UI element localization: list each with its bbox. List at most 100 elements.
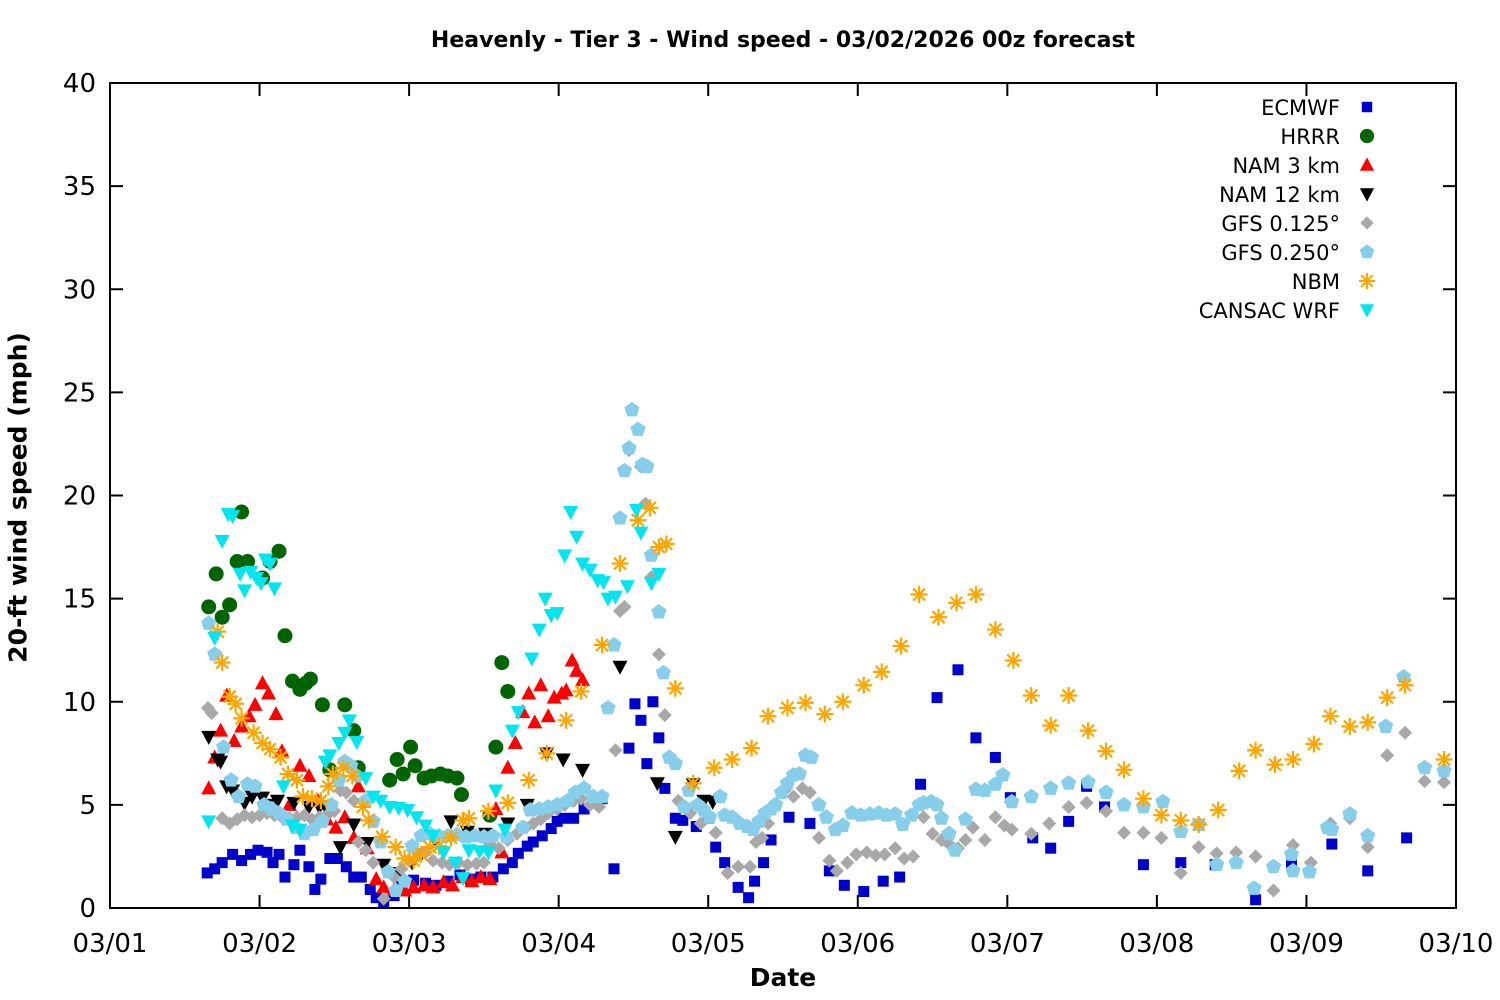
- data-point: [223, 772, 239, 787]
- data-point: [1116, 796, 1132, 812]
- data-point: [667, 830, 683, 845]
- data-point: [651, 604, 667, 619]
- data-point: [1360, 274, 1374, 288]
- data-point: [798, 695, 813, 710]
- data-point: [868, 848, 883, 863]
- data-point: [510, 706, 526, 721]
- data-point: [630, 421, 646, 436]
- data-point: [366, 855, 381, 870]
- data-point: [1211, 803, 1225, 817]
- data-point: [576, 780, 592, 795]
- y-tick-label: 0: [79, 894, 96, 924]
- data-point: [1360, 216, 1374, 230]
- data-point: [270, 794, 286, 809]
- data-point: [557, 812, 569, 824]
- data-point: [1283, 846, 1300, 861]
- data-point: [1154, 830, 1169, 845]
- data-point: [931, 610, 946, 624]
- y-tick-label: 40: [63, 69, 96, 99]
- data-point: [686, 776, 701, 791]
- data-point: [1324, 821, 1340, 837]
- data-point: [536, 830, 548, 842]
- data-point: [506, 857, 518, 869]
- data-point: [268, 706, 284, 721]
- data-point: [877, 875, 889, 887]
- data-point: [292, 823, 308, 838]
- data-point: [761, 709, 775, 723]
- data-point: [1006, 653, 1021, 668]
- data-point: [201, 599, 217, 615]
- data-point: [720, 865, 735, 880]
- data-point: [207, 646, 223, 661]
- data-point: [1361, 101, 1373, 113]
- data-point: [744, 741, 759, 755]
- data-point: [222, 689, 237, 704]
- data-point: [607, 590, 623, 605]
- data-point: [341, 714, 357, 729]
- data-point: [659, 537, 674, 551]
- data-point: [1323, 709, 1338, 723]
- data-point: [473, 869, 489, 884]
- data-point: [213, 755, 229, 770]
- data-point: [1437, 752, 1451, 767]
- data-point: [633, 526, 649, 541]
- data-point: [488, 739, 504, 755]
- data-point: [425, 879, 441, 894]
- data-point: [743, 892, 755, 904]
- data-point: [346, 818, 362, 833]
- data-point: [214, 609, 230, 625]
- data-point: [749, 875, 761, 887]
- data-point: [453, 787, 469, 803]
- data-point: [647, 696, 659, 708]
- data-point: [267, 857, 279, 869]
- data-point: [275, 780, 291, 795]
- data-point: [1362, 865, 1374, 877]
- data-point: [346, 793, 361, 808]
- x-tick-label: 03/06: [820, 929, 895, 959]
- data-point: [461, 844, 477, 859]
- data-point: [1436, 762, 1452, 778]
- data-point: [888, 841, 903, 856]
- data-point: [608, 863, 620, 875]
- legend-label: ECMWF: [1261, 96, 1340, 120]
- data-point: [436, 874, 452, 889]
- x-tick-label: 03/05: [671, 929, 746, 959]
- data-point: [783, 811, 795, 823]
- data-point: [1099, 804, 1114, 819]
- data-point: [578, 803, 590, 815]
- data-point: [1437, 775, 1452, 790]
- data-point: [288, 859, 300, 871]
- data-point: [337, 697, 353, 713]
- data-point: [201, 867, 213, 879]
- data-point: [791, 765, 808, 781]
- data-point: [504, 724, 520, 739]
- data-point: [436, 846, 452, 861]
- data-point: [228, 697, 243, 711]
- data-point: [361, 813, 376, 828]
- data-point: [1248, 849, 1263, 864]
- data-point: [1043, 780, 1059, 795]
- data-point: [537, 592, 553, 607]
- data-point: [1154, 808, 1169, 822]
- data-point: [643, 577, 659, 592]
- data-point: [657, 708, 672, 723]
- data-point: [507, 735, 523, 749]
- data-point: [545, 823, 557, 835]
- data-point: [564, 652, 580, 667]
- x-tick-label: 03/01: [73, 929, 148, 959]
- data-point: [822, 853, 837, 868]
- data-point: [201, 780, 217, 795]
- y-tick-label: 15: [63, 585, 96, 615]
- data-point: [1117, 763, 1131, 777]
- data-point: [407, 758, 423, 774]
- data-point: [482, 871, 498, 886]
- data-point: [1268, 757, 1282, 772]
- data-point: [226, 732, 242, 747]
- data-point: [442, 875, 454, 887]
- data-point: [1174, 813, 1188, 828]
- data-point: [858, 886, 870, 897]
- data-point: [1266, 883, 1281, 898]
- data-point: [595, 638, 609, 652]
- data-point: [592, 799, 607, 814]
- data-point: [279, 871, 291, 883]
